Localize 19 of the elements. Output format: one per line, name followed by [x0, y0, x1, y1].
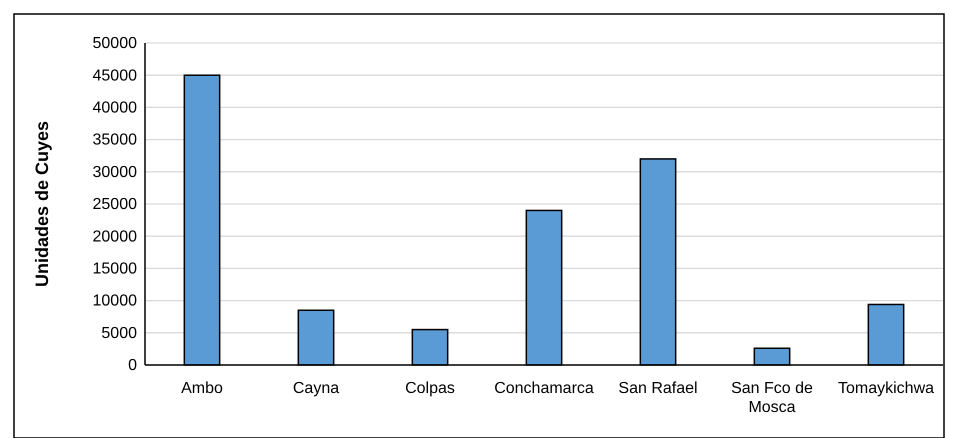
y-tick-label: 15000: [92, 260, 138, 278]
x-tick-label: Conchamarca: [494, 380, 594, 397]
y-tick-label: 50000: [92, 35, 138, 52]
y-tick-label: 30000: [92, 164, 138, 181]
y-tick-label: 10000: [92, 292, 138, 310]
y-tick-label: 45000: [92, 67, 138, 84]
x-tick-label: Tomaykichwa: [838, 380, 934, 397]
y-tick-label: 20000: [92, 228, 138, 246]
y-tick-label: 0: [128, 357, 138, 374]
y-axis-title: Unidades de Cuyes: [32, 120, 52, 288]
y-tick-label: 40000: [92, 100, 138, 117]
y-tick-label: 35000: [92, 132, 138, 149]
y-tick-label: 5000: [101, 324, 138, 342]
y-tick-label: 25000: [92, 196, 138, 214]
x-tick-label: Colpas: [405, 380, 455, 397]
x-tick-label: Ambo: [181, 380, 223, 397]
x-tick-label: San Fco de Mosca: [731, 380, 814, 416]
x-tick-label: Cayna: [292, 380, 340, 397]
x-tick-label: San Rafael: [618, 380, 698, 397]
